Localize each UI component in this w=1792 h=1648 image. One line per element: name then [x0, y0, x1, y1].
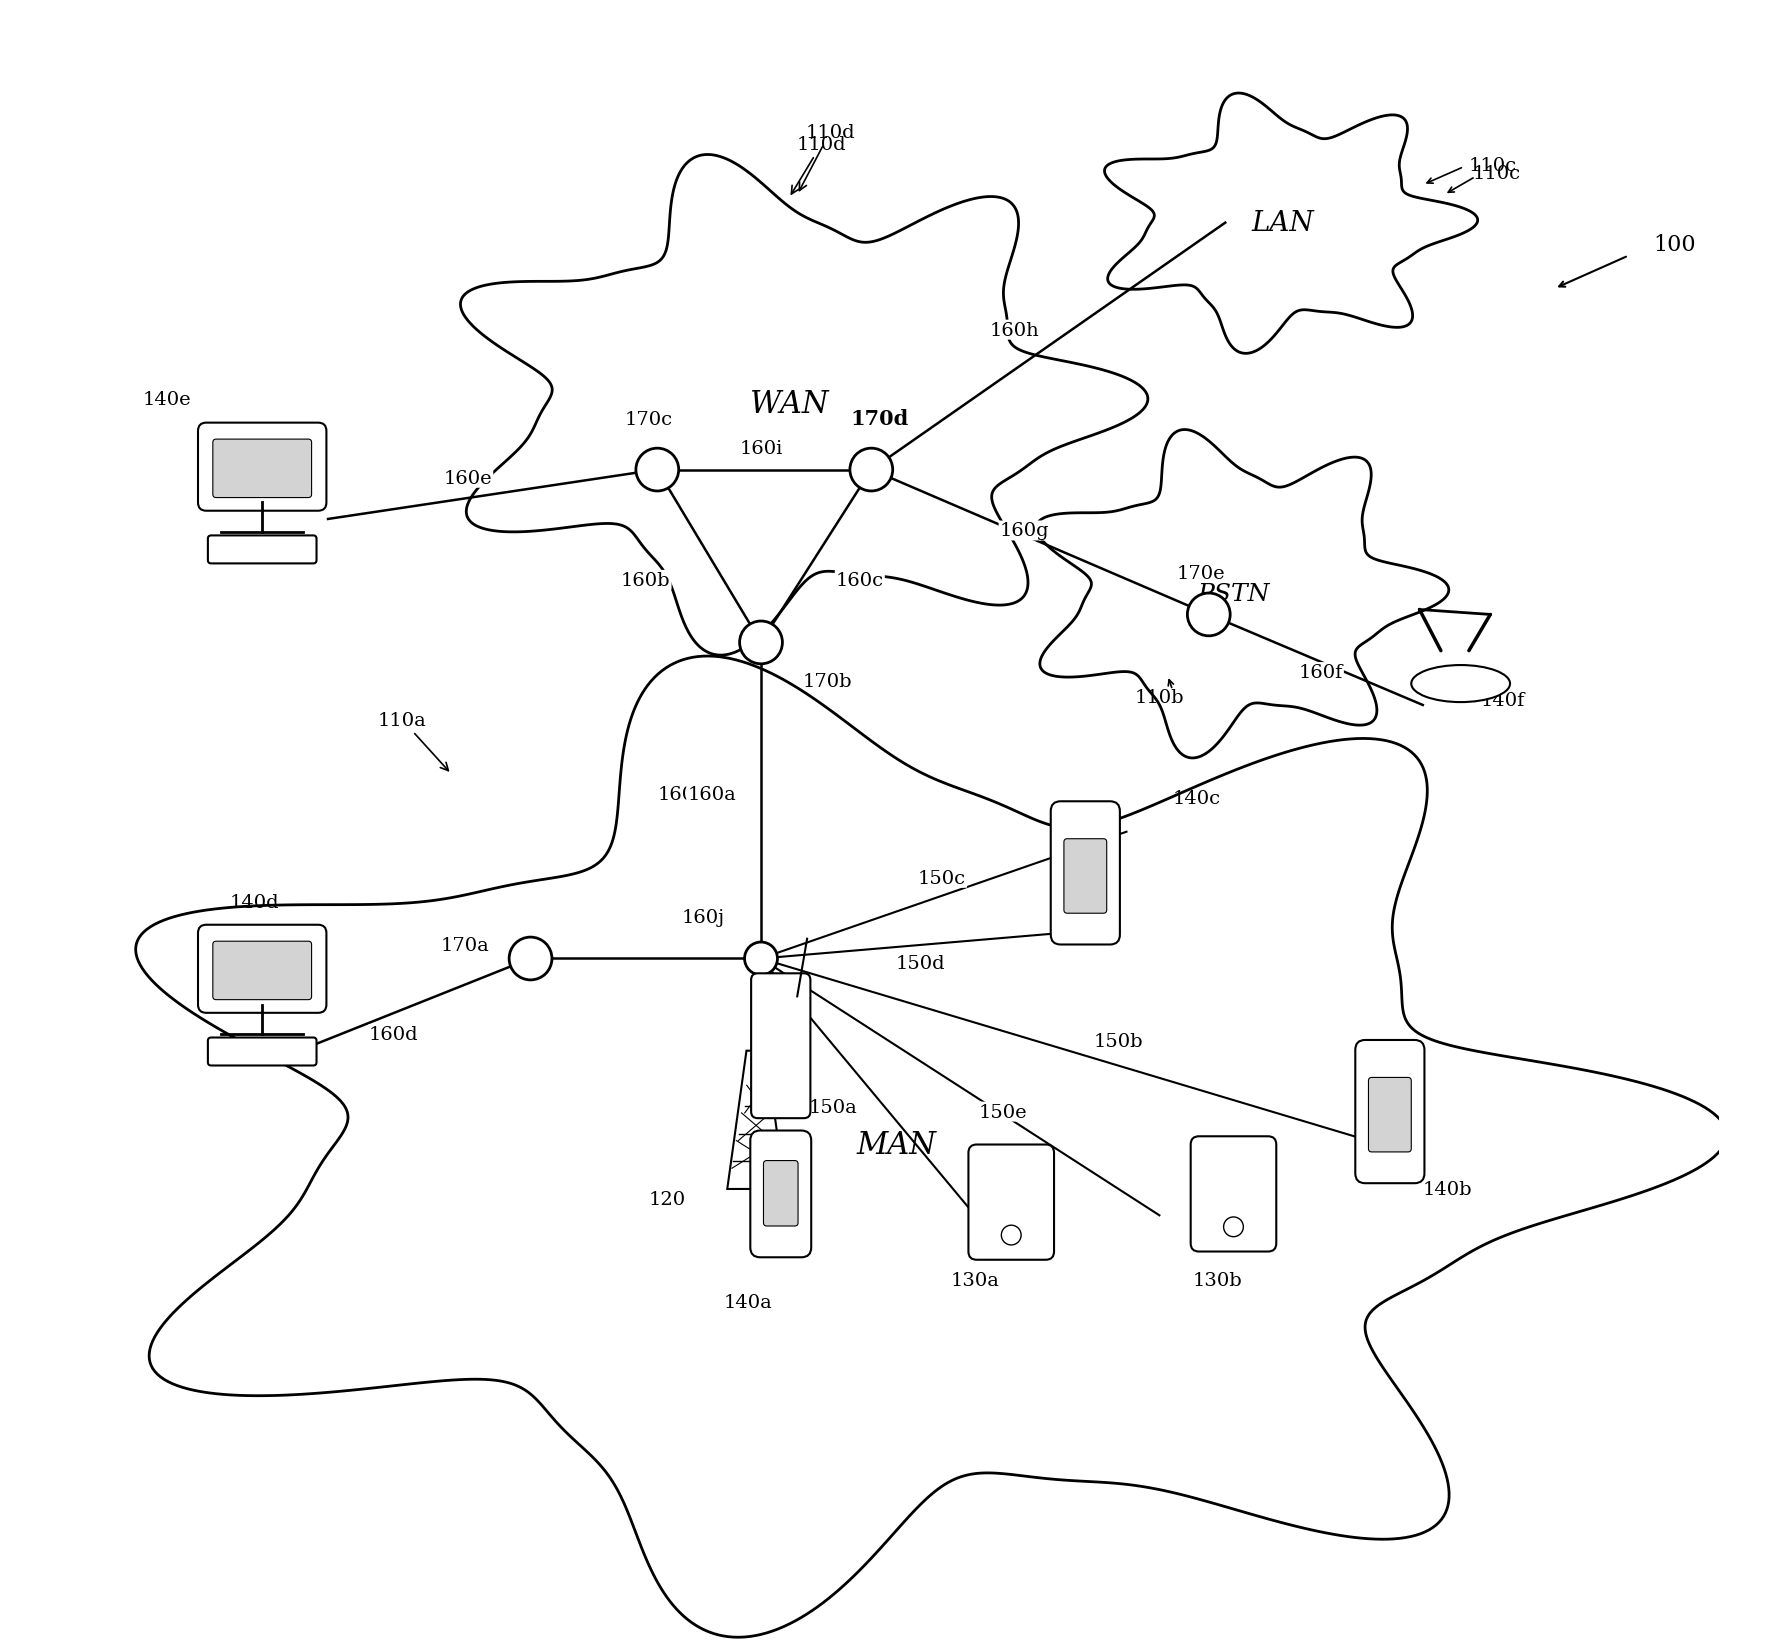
- Text: 170e: 170e: [1176, 564, 1226, 582]
- Text: 110a: 110a: [378, 712, 448, 771]
- FancyBboxPatch shape: [751, 974, 810, 1119]
- Text: 150c: 150c: [918, 868, 966, 887]
- Circle shape: [740, 621, 783, 664]
- Text: 160a: 160a: [658, 786, 706, 803]
- Text: 160j: 160j: [681, 908, 724, 926]
- Text: 140b: 140b: [1423, 1180, 1473, 1198]
- FancyBboxPatch shape: [213, 440, 312, 498]
- Text: PSTN: PSTN: [1197, 582, 1271, 605]
- Polygon shape: [1036, 430, 1448, 758]
- Polygon shape: [461, 155, 1149, 656]
- Text: 120: 120: [649, 1190, 685, 1208]
- Text: 140f: 140f: [1480, 692, 1525, 710]
- FancyBboxPatch shape: [763, 1160, 797, 1226]
- FancyBboxPatch shape: [1064, 839, 1107, 913]
- Text: MAN: MAN: [857, 1129, 935, 1160]
- Circle shape: [849, 448, 892, 491]
- Text: 110d: 110d: [799, 124, 855, 191]
- FancyBboxPatch shape: [208, 536, 317, 564]
- Text: 160c: 160c: [835, 572, 883, 590]
- Polygon shape: [136, 656, 1726, 1636]
- FancyBboxPatch shape: [968, 1145, 1054, 1261]
- Text: 110c: 110c: [1473, 165, 1520, 183]
- FancyBboxPatch shape: [1050, 803, 1120, 944]
- Text: 170a: 170a: [441, 936, 489, 954]
- FancyBboxPatch shape: [1355, 1040, 1425, 1183]
- Circle shape: [1224, 1218, 1244, 1238]
- Text: 140d: 140d: [229, 893, 280, 911]
- Circle shape: [744, 943, 778, 976]
- Text: 140c: 140c: [1172, 789, 1220, 808]
- Ellipse shape: [1412, 666, 1511, 702]
- Text: 160b: 160b: [622, 572, 670, 590]
- Text: 160d: 160d: [369, 1025, 419, 1043]
- FancyBboxPatch shape: [1190, 1137, 1276, 1252]
- Text: 170d: 170d: [851, 409, 909, 428]
- Circle shape: [1002, 1226, 1021, 1246]
- Text: 130a: 130a: [950, 1272, 1000, 1289]
- Text: 110d: 110d: [792, 135, 848, 194]
- Circle shape: [636, 448, 679, 491]
- Text: 150d: 150d: [896, 954, 946, 972]
- Text: 160f: 160f: [1299, 664, 1342, 682]
- Text: 100: 100: [1654, 234, 1695, 255]
- Text: WAN: WAN: [749, 389, 828, 420]
- Text: 160e: 160e: [444, 470, 493, 488]
- FancyBboxPatch shape: [1369, 1078, 1412, 1152]
- Text: 170b: 170b: [803, 672, 851, 691]
- Text: 140e: 140e: [143, 391, 192, 409]
- Polygon shape: [728, 1051, 785, 1190]
- Text: 160g: 160g: [1000, 522, 1050, 541]
- Text: 150b: 150b: [1093, 1032, 1143, 1050]
- FancyBboxPatch shape: [208, 1038, 317, 1066]
- Circle shape: [509, 938, 552, 981]
- FancyBboxPatch shape: [197, 424, 326, 511]
- FancyBboxPatch shape: [197, 925, 326, 1014]
- Text: 160i: 160i: [740, 440, 783, 458]
- Text: 150e: 150e: [978, 1103, 1027, 1121]
- Text: 110c: 110c: [1469, 157, 1518, 175]
- Text: 130b: 130b: [1192, 1272, 1242, 1289]
- Text: 170c: 170c: [625, 410, 674, 428]
- Text: 160h: 160h: [989, 321, 1039, 339]
- Text: 140a: 140a: [724, 1294, 772, 1310]
- FancyBboxPatch shape: [751, 1131, 812, 1257]
- Text: LAN: LAN: [1251, 209, 1314, 237]
- Circle shape: [1188, 593, 1229, 636]
- FancyBboxPatch shape: [213, 941, 312, 1000]
- Text: 160a: 160a: [688, 786, 737, 803]
- Text: 150a: 150a: [808, 1098, 858, 1116]
- Polygon shape: [1104, 94, 1478, 354]
- Text: 110b: 110b: [1134, 689, 1185, 707]
